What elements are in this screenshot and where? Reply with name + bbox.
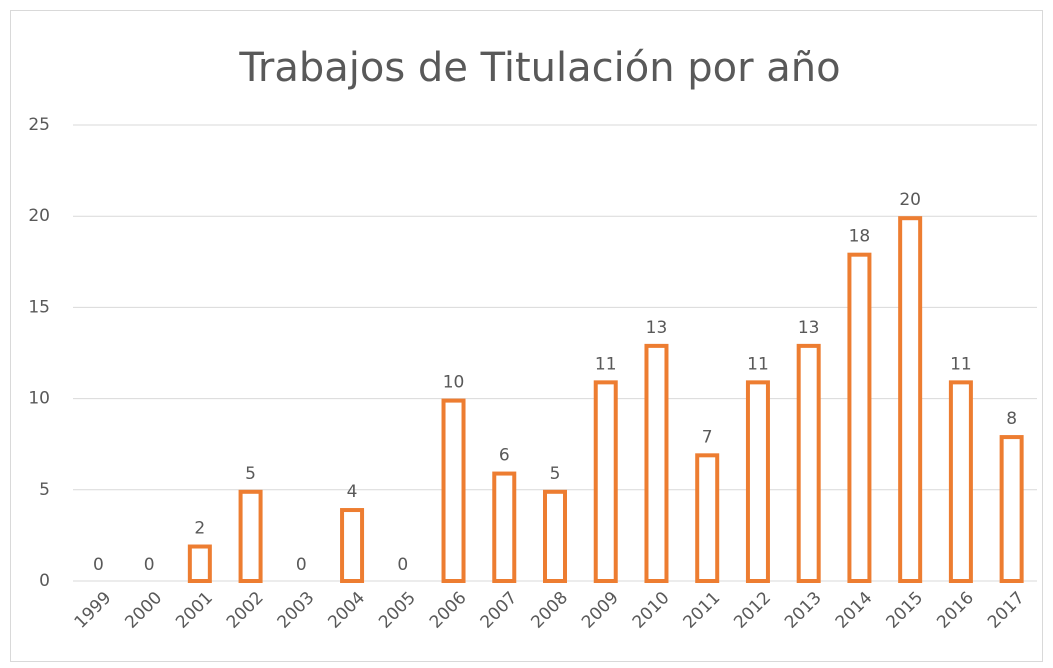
bar [796, 343, 821, 583]
data-label: 20 [899, 190, 921, 210]
data-label: 6 [499, 446, 510, 466]
data-label: 18 [849, 227, 871, 247]
data-label: 5 [550, 464, 561, 484]
data-label: 11 [950, 354, 972, 374]
data-label: 11 [595, 354, 617, 374]
data-label: 0 [93, 555, 104, 575]
bar [847, 252, 872, 583]
chart-border [10, 10, 1043, 662]
data-label: 8 [1006, 409, 1017, 429]
bar [898, 216, 923, 583]
y-tick-label: 15 [28, 297, 50, 317]
data-label: 0 [296, 555, 307, 575]
chart-title: Trabajos de Titulación por año [238, 45, 840, 91]
bar [593, 380, 618, 583]
bar [441, 398, 466, 583]
data-label: 13 [798, 318, 820, 338]
bar [238, 489, 263, 583]
data-label: 0 [144, 555, 155, 575]
bar [492, 471, 517, 583]
bar [999, 435, 1024, 583]
y-tick-label: 10 [28, 389, 50, 409]
data-label: 4 [347, 482, 358, 502]
bar [745, 380, 770, 583]
y-tick-label: 25 [28, 115, 50, 135]
bar [695, 453, 720, 584]
data-label: 10 [443, 373, 465, 393]
data-label: 7 [702, 427, 713, 447]
data-label: 0 [397, 555, 408, 575]
bar [543, 489, 567, 583]
data-label: 13 [646, 318, 668, 338]
bar [340, 508, 365, 584]
bar [187, 544, 212, 584]
data-label: 11 [747, 354, 769, 374]
y-tick-label: 20 [28, 206, 50, 226]
data-label: 5 [245, 464, 256, 484]
data-label: 2 [194, 519, 205, 539]
bar [644, 343, 669, 583]
bar [948, 380, 973, 583]
y-tick-label: 0 [39, 571, 50, 591]
y-tick-label: 5 [39, 480, 50, 500]
